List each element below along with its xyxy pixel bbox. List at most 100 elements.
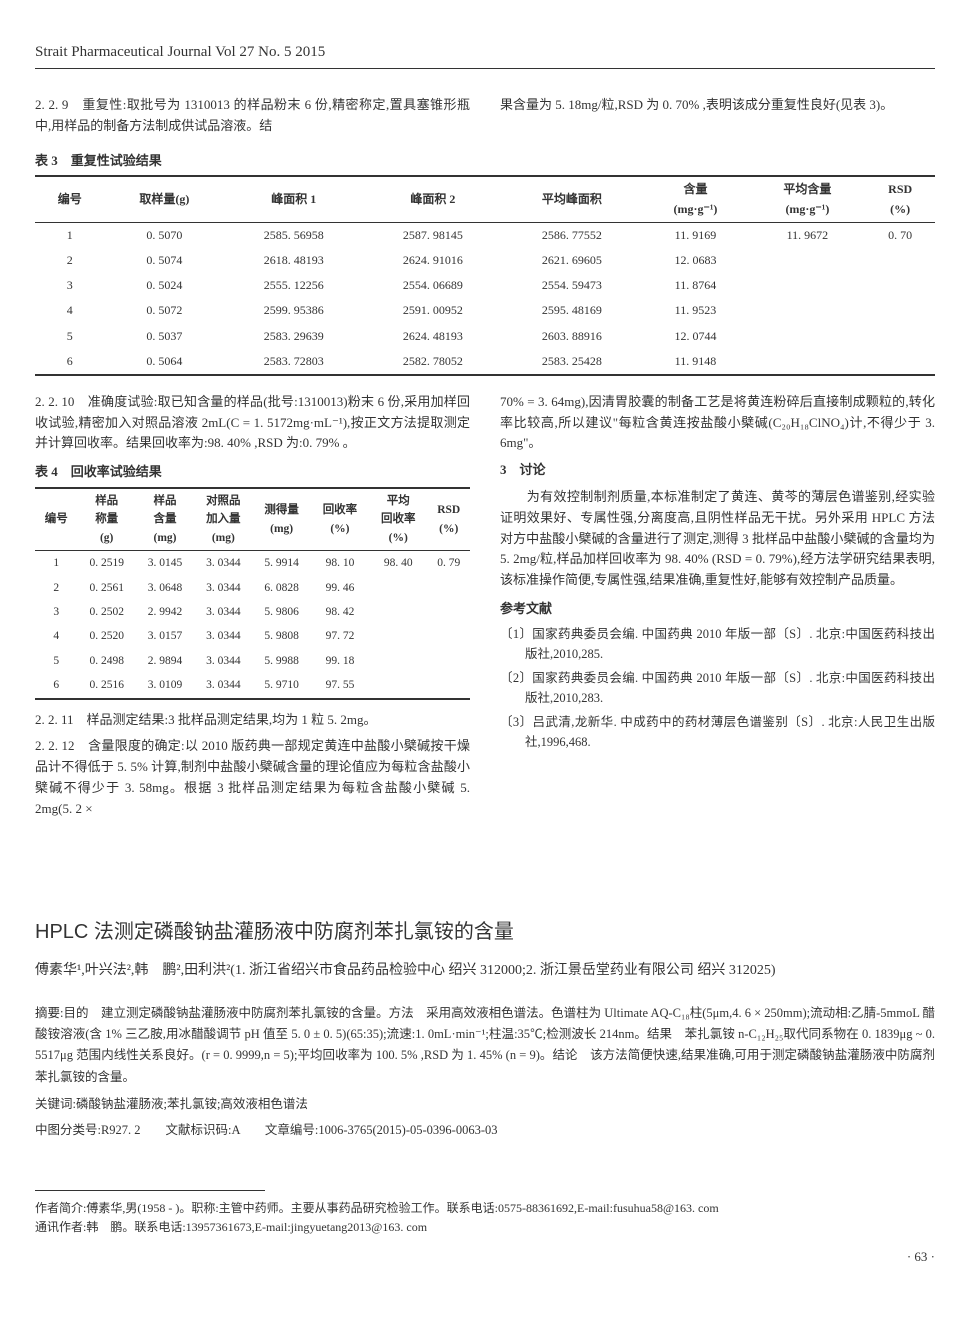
table4-cell: 3. 0344: [194, 624, 252, 648]
table3-cell: [749, 349, 865, 375]
table3-cell: [865, 349, 935, 375]
table3-header: 峰面积 2: [363, 176, 502, 222]
table3-cell: 2587. 98145: [363, 222, 502, 248]
table4-cell: 5. 9914: [252, 551, 310, 576]
table3-row: 30. 50242555. 122562554. 066892554. 5947…: [35, 273, 935, 298]
table3-row: 50. 50372583. 296392624. 481932603. 8891…: [35, 324, 935, 349]
table4-cell: 0. 2498: [78, 649, 136, 673]
table4-cell: 3. 0145: [136, 551, 194, 576]
table4-cell: 3. 0648: [136, 576, 194, 600]
table4-title: 表 4 回收率试验结果: [35, 462, 470, 483]
table3-cell: 0. 5072: [105, 298, 225, 323]
table4-cell: 5. 9710: [252, 673, 310, 698]
table3-cell: 2591. 00952: [363, 298, 502, 323]
table4-header: 编号: [35, 488, 78, 551]
table4-cell: 3. 0344: [194, 673, 252, 698]
table3: 编号取样量(g)峰面积 1峰面积 2平均峰面积含量(mg·g⁻¹)平均含量(mg…: [35, 175, 935, 376]
table4-cell: [369, 649, 427, 673]
table4-cell: 2: [35, 576, 78, 600]
page-number: · 63 ·: [35, 1247, 935, 1268]
table4-header: 测得量(mg): [252, 488, 310, 551]
table4-cell: 99. 18: [311, 649, 369, 673]
table4-cell: 5. 9808: [252, 624, 310, 648]
table4-cell: 3. 0344: [194, 576, 252, 600]
table3-cell: [749, 298, 865, 323]
table3-cell: 2583. 29639: [224, 324, 363, 349]
table4-cell: 0. 2502: [78, 600, 136, 624]
table3-cell: 0. 5070: [105, 222, 225, 248]
table3-cell: 2585. 56958: [224, 222, 363, 248]
reference-item: 〔3〕吕武清,龙新华. 中成药中的药材薄层色谱鉴别〔S〕. 北京:人民卫生出版社…: [500, 712, 935, 752]
section-2-2-9-cont: 果含量为 5. 18mg/粒,RSD 为 0. 70% ,表明该成分重复性良好(…: [500, 95, 935, 116]
table4-header: 平均回收率(%): [369, 488, 427, 551]
table3-cell: 2621. 69605: [502, 248, 641, 273]
table3-cell: 3: [35, 273, 105, 298]
table4-cell: 3. 0157: [136, 624, 194, 648]
section-2-2-12: 2. 2. 12 含量限度的确定:以 2010 版药典一部规定黄连中盐酸小檗碱按…: [35, 736, 470, 819]
table4-cell: 1: [35, 551, 78, 576]
table4-cell: 3. 0109: [136, 673, 194, 698]
table3-cell: 2: [35, 248, 105, 273]
table3-header: 平均含量(mg·g⁻¹): [749, 176, 865, 222]
table3-cell: [749, 324, 865, 349]
table4-cell: 0. 2561: [78, 576, 136, 600]
section-3-title: 3 讨论: [500, 460, 935, 481]
table4-cell: [427, 576, 470, 600]
journal-header: Strait Pharmaceutical Journal Vol 27 No.…: [35, 40, 935, 69]
table3-cell: 2583. 25428: [502, 349, 641, 375]
article2-title: HPLC 法测定磷酸钠盐灌肠液中防腐剂苯扎氯铵的含量: [35, 916, 935, 948]
table3-cell: 11. 9148: [641, 349, 749, 375]
table4-header: 样品称量(g): [78, 488, 136, 551]
table4-header: 对照品加入量(mg): [194, 488, 252, 551]
table4-cell: 3. 0344: [194, 649, 252, 673]
table3-title: 表 3 重复性试验结果: [35, 151, 935, 172]
right-para-1: 70% = 3. 64mg),因清胃胶囊的制备工艺是将黄连粉碎后直接制成颗粒的,…: [500, 392, 935, 454]
table4-cell: 3. 0344: [194, 600, 252, 624]
table3-header: 编号: [35, 176, 105, 222]
table4-cell: 6: [35, 673, 78, 698]
table3-cell: 1: [35, 222, 105, 248]
table3-cell: 2554. 59473: [502, 273, 641, 298]
table4-row: 60. 25163. 01093. 03445. 971097. 55: [35, 673, 470, 698]
table4-cell: 0. 2519: [78, 551, 136, 576]
footer-separator: [35, 1190, 265, 1199]
reference-item: 〔2〕国家药典委员会编. 中国药典 2010 年版一部〔S〕. 北京:中国医药科…: [500, 668, 935, 708]
table3-cell: 2618. 48193: [224, 248, 363, 273]
table3-cell: 2554. 06689: [363, 273, 502, 298]
table3-cell: 0. 5074: [105, 248, 225, 273]
table4-cell: 3: [35, 600, 78, 624]
table3-cell: 2583. 72803: [224, 349, 363, 375]
table3-cell: [865, 298, 935, 323]
section-2-2-10: 2. 2. 10 准确度试验:取已知含量的样品(批号:1310013)粉末 6 …: [35, 392, 470, 454]
table3-cell: 2595. 48169: [502, 298, 641, 323]
top-two-col: 2. 2. 9 重复性:取批号为 1310013 的样品粉末 6 份,精密称定,…: [35, 89, 935, 143]
table4-cell: [427, 600, 470, 624]
table3-cell: 0. 5064: [105, 349, 225, 375]
references-title: 参考文献: [500, 599, 935, 620]
article2-classline: 中图分类号:R927. 2 文献标识码:A 文章编号:1006-3765(201…: [35, 1120, 935, 1140]
table4-cell: [427, 673, 470, 698]
table3-cell: 2586. 77552: [502, 222, 641, 248]
table4-cell: [369, 600, 427, 624]
reference-item: 〔1〕国家药典委员会编. 中国药典 2010 年版一部〔S〕. 北京:中国医药科…: [500, 624, 935, 664]
table3-row: 20. 50742618. 481932624. 910162621. 6960…: [35, 248, 935, 273]
table3-header: RSD(%): [865, 176, 935, 222]
table3-row: 60. 50642583. 728032582. 780522583. 2542…: [35, 349, 935, 375]
table4-cell: 97. 55: [311, 673, 369, 698]
table3-cell: 11. 9523: [641, 298, 749, 323]
table4: 编号样品称量(g)样品含量(mg)对照品加入量(mg)测得量(mg)回收率(%)…: [35, 487, 470, 700]
section-2-2-11: 2. 2. 11 样品测定结果:3 批样品测定结果,均为 1 粒 5. 2mg。: [35, 710, 470, 731]
table4-cell: 98. 40: [369, 551, 427, 576]
table4-cell: [369, 624, 427, 648]
table3-cell: 11. 9672: [749, 222, 865, 248]
table4-row: 20. 25613. 06483. 03446. 082899. 46: [35, 576, 470, 600]
table3-cell: 11. 8764: [641, 273, 749, 298]
table3-cell: 2624. 91016: [363, 248, 502, 273]
table4-cell: 2. 9942: [136, 600, 194, 624]
table3-row: 40. 50722599. 953862591. 009522595. 4816…: [35, 298, 935, 323]
table4-cell: 5. 9988: [252, 649, 310, 673]
table3-cell: 4: [35, 298, 105, 323]
footer-corresponding: 通讯作者:韩 鹏。联系电话:13957361673,E-mail:jingyue…: [35, 1218, 935, 1237]
article2-authors: 傅素华¹,叶兴法²,韩 鹏²,田利洪²(1. 浙江省绍兴市食品药品检验中心 绍兴…: [35, 958, 935, 983]
table3-cell: 12. 0744: [641, 324, 749, 349]
